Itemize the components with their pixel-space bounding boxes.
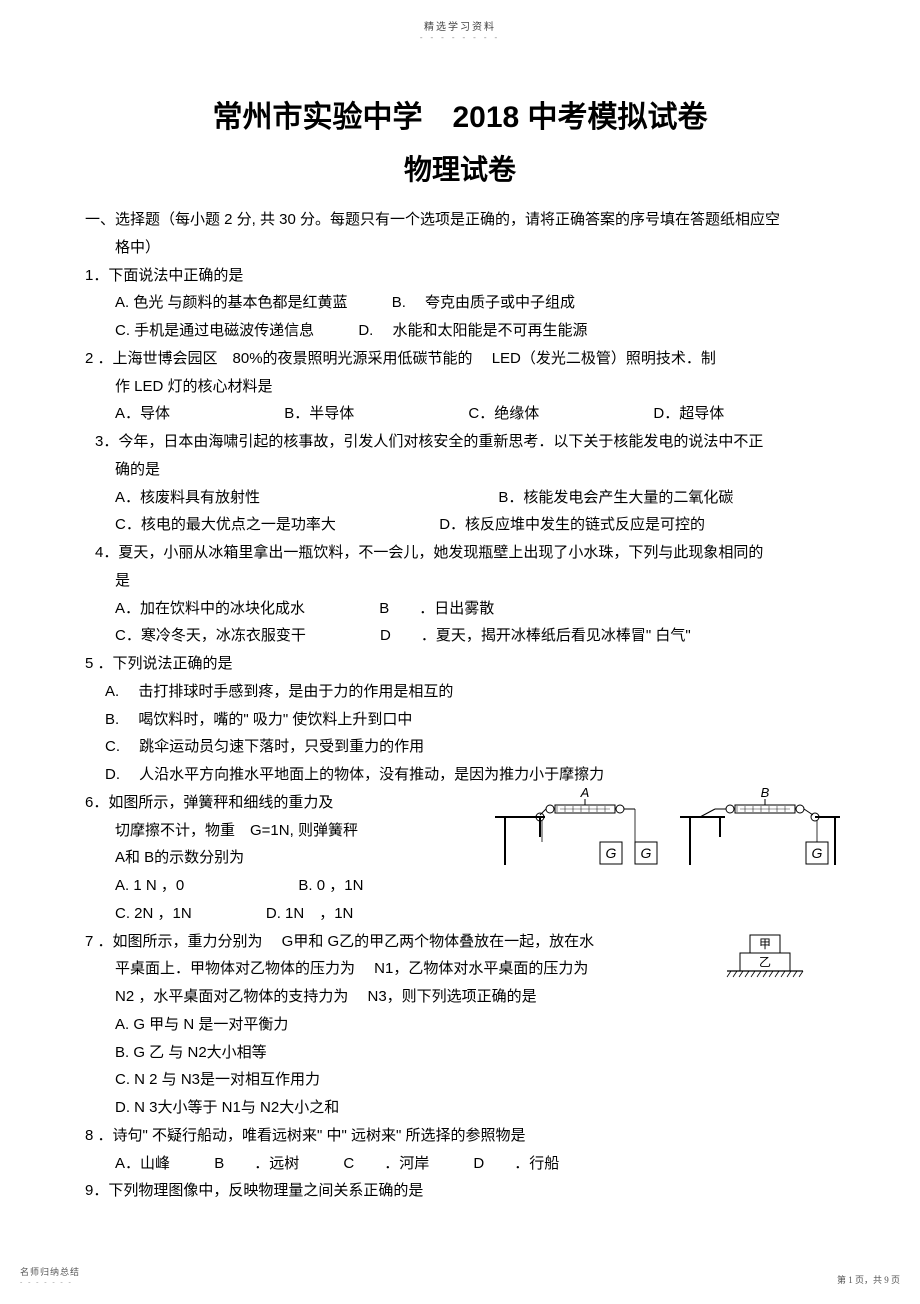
q7-a: A. G 甲与 N 是一对平衡力: [85, 1011, 835, 1039]
footer-left-dots: - - - - - - -: [20, 1278, 80, 1286]
q3-a: A．核废料具有放射性: [115, 489, 260, 506]
q1-c: C. 手机是通过电磁波传递信息: [115, 322, 314, 339]
q2-stem2: 作 LED 灯的核心材料是: [85, 373, 835, 401]
q8-c: C ．河岸: [343, 1155, 429, 1172]
q7-stem1: 7 ．如图所示，重力分别为 G甲和 G乙的甲乙两个物体叠放在一起，放在水: [85, 928, 835, 956]
section-1: 一、选择题（每小题 2 分, 共 30 分。每题只有一个选项是正确的，请将正确答…: [85, 206, 835, 1205]
q4-b: B ．日出雾散: [379, 600, 494, 617]
q3-stem2: 确的是: [85, 456, 835, 484]
svg-text:乙: 乙: [759, 955, 771, 969]
q4-d: D ．夏天，揭开冰棒纸后看见冰棒冒" 白气": [380, 627, 691, 644]
q4-c: C．寒冷冬天，冰冻衣服变干: [115, 627, 306, 644]
q6-a: A. 1 N ，0: [115, 877, 184, 894]
footer-left-text: 名师归纳总结: [20, 1265, 80, 1278]
q1-a: A. 色光 与颜料的基本色都是红黄蓝: [115, 294, 348, 311]
q6-block: 6．如图所示，弹簧秤和细线的重力及 切摩擦不计，物重 G=1N, 则弹簧秤 A和…: [85, 789, 835, 928]
header-label: 精选学习资料: [0, 0, 920, 33]
q7-block: 7 ．如图所示，重力分别为 G甲和 G乙的甲乙两个物体叠放在一起，放在水 平桌面…: [85, 928, 835, 1122]
q8-d: D ．行船: [473, 1155, 559, 1172]
svg-text:G: G: [641, 845, 652, 861]
footer-right: 第 1 页，共 9 页: [837, 1273, 900, 1286]
q3-stem1: 3．今年，日本由海啸引起的核事故，引发人们对核安全的重新思考．以下关于核能发电的…: [85, 428, 835, 456]
q4-a: A．加在饮料中的冰块化成水: [115, 600, 305, 617]
q7-stem2: 平桌面上．甲物体对乙物体的压力为 N1，乙物体对水平桌面的压力为: [85, 955, 835, 983]
q5-b: B. 喝饮料时，嘴的" 吸力" 使饮料上升到口中: [85, 706, 835, 734]
q8-a: A．山峰: [115, 1155, 170, 1172]
q5-stem: 5 ．下列说法正确的是: [85, 650, 835, 678]
q3-b: B．核能发电会产生大量的二氧化碳: [498, 489, 733, 506]
q6-row2: C. 2N ，1N D. 1N ，1N: [85, 900, 835, 928]
q2-stem1: 2 ．上海世博会园区 80%的夜景照明光源采用低碳节能的 LED（发光二极管）照…: [85, 345, 835, 373]
q3-row2: C．核电的最大优点之一是功率大 D．核反应堆中发生的链式反应是可控的: [85, 511, 835, 539]
q1-stem: 1．下面说法中正确的是: [85, 262, 835, 290]
page-title-1: 常州市实验中学 2018 中考模拟试卷: [85, 92, 835, 136]
page-title-2: 物理试卷: [85, 148, 835, 188]
q6-b: B. 0 ，1N: [298, 877, 363, 894]
q5-a: A. 击打排球时手感到疼，是由于力的作用是相互的: [85, 678, 835, 706]
q3-d: D．核反应堆中发生的链式反应是可控的: [439, 516, 705, 533]
svg-text:G: G: [812, 845, 823, 861]
q1-row2: C. 手机是通过电磁波传递信息 D. 水能和太阳能是不可再生能源: [85, 317, 835, 345]
section1-instr-1: 一、选择题（每小题 2 分, 共 30 分。每题只有一个选项是正确的，请将正确答…: [85, 206, 835, 234]
q6-d: D. 1N ，1N: [266, 905, 354, 922]
q2-a: A．导体: [115, 405, 170, 422]
q2-opts: A．导体 B．半导体 C．绝缘体 D．超导体: [85, 400, 835, 428]
q5-d: D. 人沿水平方向推水平地面上的物体，没有推动，是因为推力小于摩擦力: [85, 761, 835, 789]
q4-stem2: 是: [85, 567, 835, 595]
q8-opts: A．山峰 B ．远树 C ．河岸 D ．行船: [85, 1150, 835, 1178]
q1-row1: A. 色光 与颜料的基本色都是红黄蓝 B. 夸克由质子或中子组成: [85, 289, 835, 317]
q4-row2: C．寒冷冬天，冰冻衣服变干 D ．夏天，揭开冰棒纸后看见冰棒冒" 白气": [85, 622, 835, 650]
q3-c: C．核电的最大优点之一是功率大: [115, 516, 336, 533]
q7-stem3: N2 ，水平桌面对乙物体的支持力为 N3，则下列选项正确的是: [85, 983, 835, 1011]
q8-stem: 8 ．诗句" 不疑行船动，唯看远树来" 中" 远树来" 所选择的参照物是: [85, 1122, 835, 1150]
q7-d: D. N 3大小等于 N1与 N2大小之和: [85, 1094, 835, 1122]
svg-text:甲: 甲: [759, 937, 771, 951]
q7-diagram: 甲 乙: [725, 930, 805, 1000]
q8-b: B ．远树: [214, 1155, 299, 1172]
q1-b: B. 夸克由质子或中子组成: [392, 294, 575, 311]
q2-d: D．超导体: [653, 405, 724, 422]
q9-stem: 9．下列物理图像中，反映物理量之间关系正确的是: [85, 1177, 835, 1205]
q6-c: C. 2N ，1N: [115, 905, 192, 922]
q6-diagram: A: [485, 787, 845, 877]
footer-left: 名师归纳总结 - - - - - - -: [20, 1265, 80, 1286]
q1-d: D. 水能和太阳能是不可再生能源: [358, 322, 587, 339]
q7-b: B. G 乙 与 N2大小相等: [85, 1039, 835, 1067]
q4-row1: A．加在饮料中的冰块化成水 B ．日出雾散: [85, 595, 835, 623]
section1-instr-2: 格中）: [85, 234, 835, 262]
label-A: A: [580, 787, 590, 800]
label-B: B: [761, 787, 770, 800]
q5-c: C. 跳伞运动员匀速下落时，只受到重力的作用: [85, 733, 835, 761]
q2-c: C．绝缘体: [468, 405, 539, 422]
q7-c: C. N 2 与 N3是一对相互作用力: [85, 1066, 835, 1094]
page-content: 常州市实验中学 2018 中考模拟试卷 物理试卷 一、选择题（每小题 2 分, …: [0, 42, 920, 1205]
header-dots: - - - - - - - -: [0, 33, 920, 42]
q3-row1: A．核废料具有放射性 B．核能发电会产生大量的二氧化碳: [85, 484, 835, 512]
q4-stem1: 4．夏天，小丽从冰箱里拿出一瓶饮料，不一会儿，她发现瓶壁上出现了小水珠，下列与此…: [85, 539, 835, 567]
q2-b: B．半导体: [284, 405, 354, 422]
svg-text:G: G: [606, 845, 617, 861]
